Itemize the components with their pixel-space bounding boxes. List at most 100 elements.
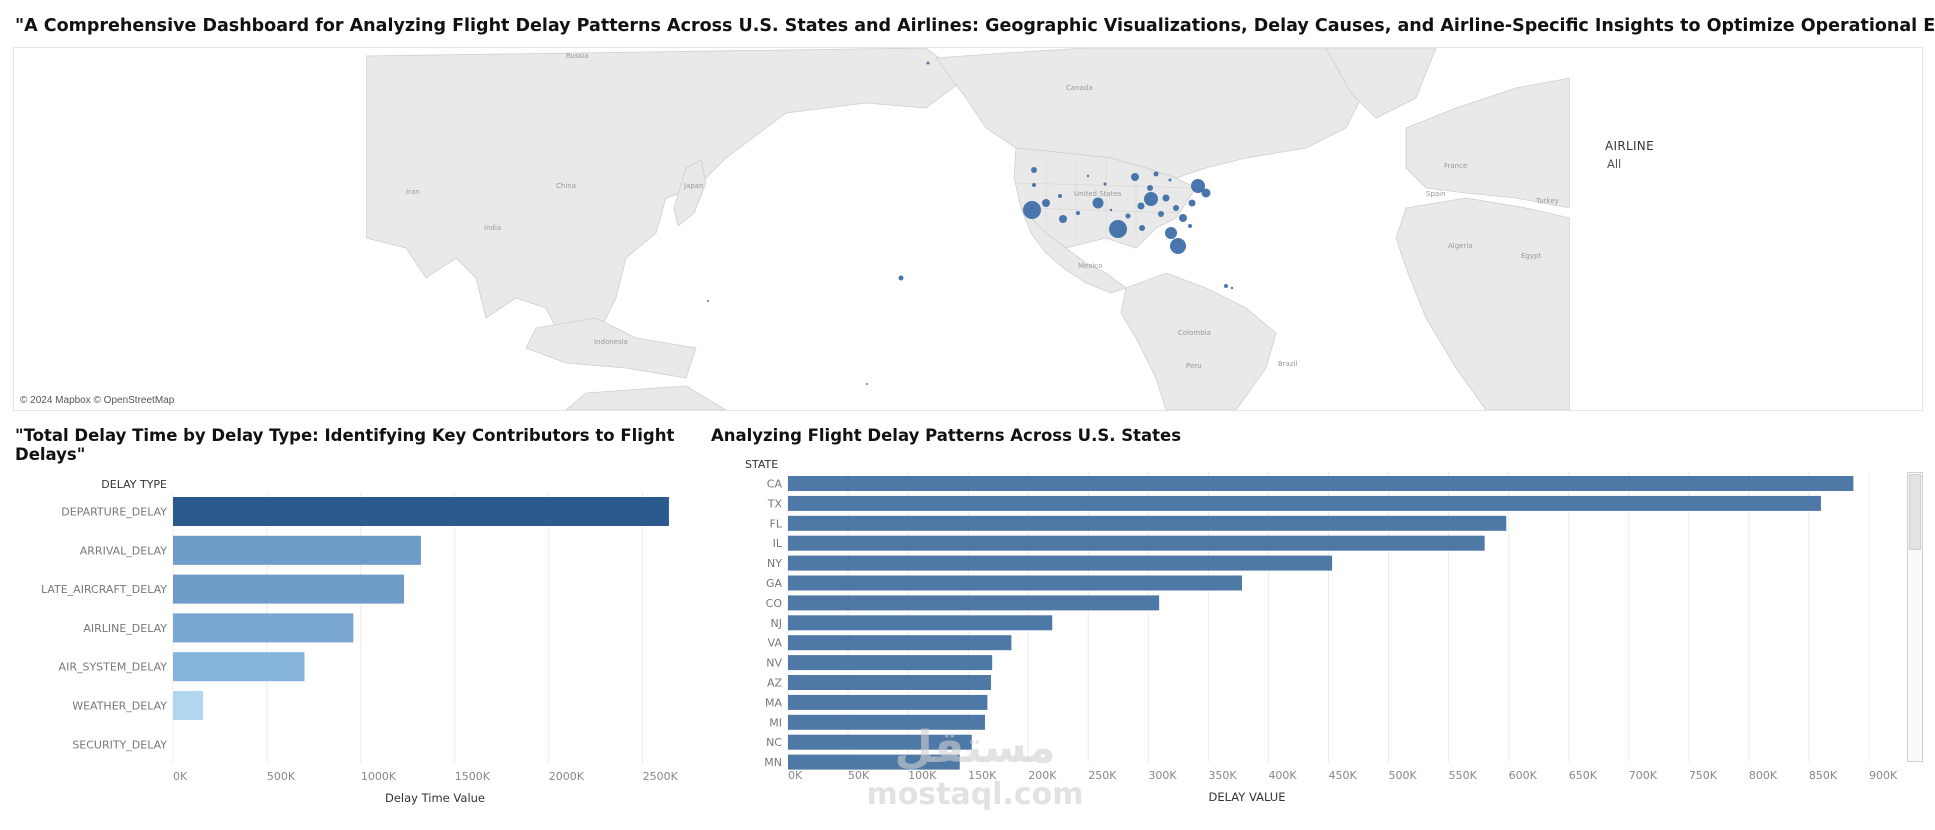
map-marker bbox=[1139, 225, 1145, 231]
bar-ca[interactable] bbox=[788, 476, 1854, 491]
land-africa bbox=[1395, 197, 1570, 410]
bar-arrival_delay[interactable] bbox=[173, 535, 421, 565]
airline-filter-title: AIRLINE bbox=[1605, 139, 1654, 153]
map-marker bbox=[1092, 197, 1104, 209]
bar-late_aircraft_delay[interactable] bbox=[173, 574, 405, 604]
category-label: AZ bbox=[767, 677, 783, 690]
category-label: IL bbox=[773, 537, 783, 550]
x-tick-label: 350K bbox=[1208, 769, 1237, 782]
map-marker bbox=[866, 383, 868, 385]
map-marker bbox=[1188, 199, 1196, 207]
map-marker bbox=[1158, 211, 1164, 217]
delay-type-chart[interactable]: 0K 500K 1000K 1500K 2000K 2500K DEPARTURE_DELA… bbox=[0, 480, 720, 820]
map-marker bbox=[1042, 199, 1050, 207]
map-marker bbox=[1131, 173, 1139, 181]
map-marker bbox=[707, 300, 709, 302]
x-tick-label: 500K bbox=[1389, 769, 1418, 782]
x-tick-label: 0K bbox=[788, 769, 803, 782]
bar-mn[interactable] bbox=[788, 754, 960, 770]
bar-az[interactable] bbox=[788, 675, 991, 690]
map-label-india: India bbox=[484, 224, 501, 232]
map-marker bbox=[1147, 185, 1153, 191]
watermark-logo: مستقل mostaql.com bbox=[866, 722, 1083, 810]
map-label-china: China bbox=[556, 182, 576, 190]
bar-mi[interactable] bbox=[788, 714, 985, 730]
category-label: NC bbox=[766, 736, 782, 749]
map-label-spain: Spain bbox=[1426, 190, 1446, 198]
category-label: CO bbox=[766, 597, 783, 610]
map-label-peru: Peru bbox=[1186, 362, 1202, 370]
land-south-america bbox=[1120, 272, 1277, 410]
x-tick-label: 500K bbox=[267, 770, 296, 783]
category-label: DEPARTURE_DELAY bbox=[61, 506, 167, 519]
map-marker bbox=[1032, 183, 1036, 187]
x-tick-label: 250K bbox=[1088, 769, 1117, 782]
delay-type-axis-header: DELAY TYPE bbox=[101, 478, 167, 491]
x-tick-label: 100K bbox=[908, 769, 937, 782]
x-tick-label: 1500K bbox=[455, 770, 491, 783]
map-marker bbox=[1109, 208, 1113, 212]
land-north-america bbox=[935, 48, 1367, 179]
map-marker bbox=[1059, 215, 1067, 223]
category-label: AIRLINE_DELAY bbox=[83, 622, 167, 635]
category-label: SECURITY_DELAY bbox=[72, 738, 167, 751]
map-label-iran: Iran bbox=[406, 188, 420, 196]
world-map[interactable]: Russia Canada United States China Japan … bbox=[366, 48, 1570, 410]
bar-il[interactable] bbox=[788, 535, 1485, 551]
map-marker bbox=[1165, 227, 1177, 239]
delay-type-panel-title: "Total Delay Time by Delay Type: Identif… bbox=[15, 426, 675, 464]
x-tick-label: 550K bbox=[1449, 769, 1478, 782]
category-label: GA bbox=[766, 577, 783, 590]
bar-airline_delay[interactable] bbox=[173, 613, 354, 643]
category-label: NV bbox=[766, 657, 782, 670]
map-marker bbox=[1031, 167, 1037, 173]
bar-fl[interactable] bbox=[788, 515, 1507, 531]
category-label: MA bbox=[765, 696, 782, 709]
bar-air_system_delay[interactable] bbox=[173, 652, 305, 682]
map-label-algeria: Algeria bbox=[1448, 242, 1473, 250]
state-chart-scrollbar[interactable] bbox=[1907, 472, 1923, 762]
svg-text:mostaql.com: mostaql.com bbox=[866, 777, 1083, 810]
bar-va[interactable] bbox=[788, 635, 1012, 651]
bar-ga[interactable] bbox=[788, 575, 1243, 591]
category-label: NY bbox=[767, 557, 782, 570]
map-marker bbox=[1173, 205, 1179, 211]
category-label: MI bbox=[769, 716, 782, 729]
category-label: AIR_SYSTEM_DELAY bbox=[59, 661, 168, 674]
map-label-turkey: Turkey bbox=[1535, 197, 1559, 205]
map-label-russia: Russia bbox=[566, 52, 589, 60]
x-tick-label: 750K bbox=[1689, 769, 1718, 782]
bar-ny[interactable] bbox=[788, 555, 1333, 571]
x-axis-title: DELAY VALUE bbox=[1209, 790, 1286, 804]
map-label-brazil: Brazil bbox=[1278, 360, 1298, 368]
state-chart[interactable]: 0K 50K 100K 150K 200K 250K 300K 350K 400K 450K 500… bbox=[700, 470, 1900, 820]
map-label-japan: Japan bbox=[683, 182, 704, 190]
map-label-france: France bbox=[1444, 162, 1467, 170]
bar-weather_delay[interactable] bbox=[173, 691, 204, 720]
category-label: FL bbox=[770, 517, 783, 530]
scrollbar-thumb[interactable] bbox=[1909, 474, 1921, 550]
bar-nv[interactable] bbox=[788, 655, 993, 671]
delay-map[interactable]: Russia Canada United States China Japan … bbox=[13, 47, 1923, 411]
x-tick-label: 800K bbox=[1749, 769, 1778, 782]
airline-filter-value[interactable]: All bbox=[1607, 157, 1622, 171]
bar-nc[interactable] bbox=[788, 734, 972, 750]
x-tick-label: 900K bbox=[1869, 769, 1898, 782]
bar-tx[interactable] bbox=[788, 495, 1821, 511]
map-marker bbox=[1191, 179, 1205, 193]
map-label-egypt: Egypt bbox=[1521, 252, 1541, 260]
map-marker bbox=[1137, 202, 1145, 210]
bar-nj[interactable] bbox=[788, 615, 1053, 631]
land-mexico bbox=[1020, 207, 1127, 294]
x-tick-label: 700K bbox=[1629, 769, 1658, 782]
map-label-united-states: United States bbox=[1074, 190, 1122, 198]
bar-ma[interactable] bbox=[788, 694, 988, 710]
x-tick-label: 2000K bbox=[549, 770, 585, 783]
land-europe bbox=[1405, 77, 1570, 209]
bar-departure_delay[interactable] bbox=[173, 497, 669, 526]
x-tick-label: 2500K bbox=[643, 770, 679, 783]
x-tick-label: 400K bbox=[1268, 769, 1297, 782]
bar-co[interactable] bbox=[788, 595, 1160, 611]
state-panel-title: Analyzing Flight Delay Patterns Across U… bbox=[711, 426, 1182, 445]
x-tick-label: 650K bbox=[1569, 769, 1598, 782]
